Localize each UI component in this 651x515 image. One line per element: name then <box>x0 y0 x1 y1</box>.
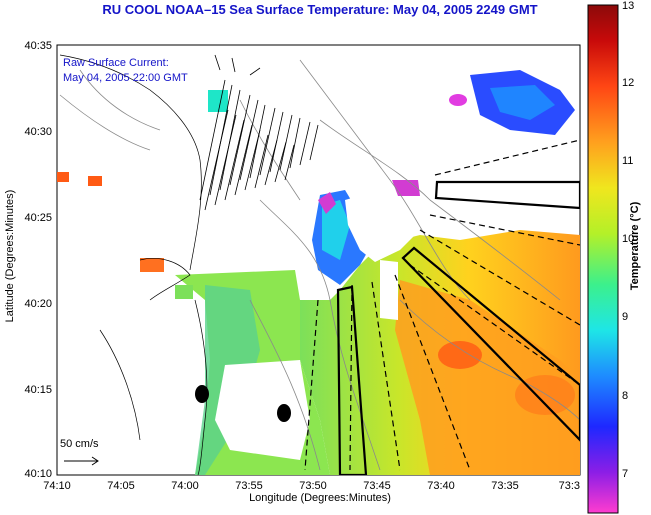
y-tick-label: 40:25 <box>24 212 52 224</box>
colorbar-tick: 8 <box>622 390 629 402</box>
chart-title: RU COOL NOAA–15 Sea Surface Temperature:… <box>102 2 538 17</box>
station-marker-1 <box>195 385 209 403</box>
sst-cold-inner <box>322 200 350 260</box>
x-tick-label: 74:10 <box>43 480 71 492</box>
current-overlay-line2: May 04, 2005 22:00 GMT <box>63 72 188 84</box>
scale-bar-label: 50 cm/s <box>60 438 99 450</box>
x-tick-label: 73:45 <box>363 480 391 492</box>
bathymetry-contours <box>59 59 580 471</box>
x-tick-label: 73:3 <box>558 480 580 492</box>
current-vectors <box>199 54 319 211</box>
sst-field-warm-core <box>395 280 580 475</box>
y-axis-title: Latitude (Degrees:Minutes) <box>4 189 16 323</box>
colorbar-tick: 9 <box>622 311 629 323</box>
cloud-mask-1 <box>345 190 420 262</box>
y-tick-label: 40:35 <box>24 40 52 52</box>
sst-speckle-4 <box>88 176 102 186</box>
colorbar-title: Temperature (°C) <box>629 201 641 291</box>
station-marker-2 <box>277 404 291 422</box>
coastline <box>59 54 208 475</box>
cloud-mask-2 <box>215 360 310 460</box>
current-overlay-line1: Raw Surface Current: <box>63 57 169 69</box>
x-tick-label: 73:50 <box>299 480 327 492</box>
y-tick-label: 40:10 <box>24 468 52 480</box>
x-tick-label: 73:40 <box>427 480 455 492</box>
x-tick-label: 73:35 <box>491 480 519 492</box>
colorbar-tick: 11 <box>622 155 634 167</box>
sector-solid-boxes <box>336 180 580 475</box>
y-tick-label: 40:15 <box>24 384 52 396</box>
sst-warm-eddy <box>438 341 482 369</box>
colorbar <box>587 4 619 514</box>
sst-speckle-1 <box>140 258 164 272</box>
colorbar-tick: 10 <box>622 233 635 245</box>
sst-ne-patch-inner <box>490 85 555 120</box>
y-tick-label: 40:30 <box>24 126 52 138</box>
sst-speckle-3 <box>57 172 69 182</box>
sector-dashed-lines <box>304 139 580 471</box>
x-axis-title: Longitude (Degrees:Minutes) <box>249 492 391 504</box>
y-tick-label: 40:20 <box>24 298 52 310</box>
x-tick-label: 74:05 <box>107 480 135 492</box>
colorbar-tick: 7 <box>622 468 629 480</box>
colorbar-tick: 13 <box>622 0 635 12</box>
sst-edge-patch <box>392 180 420 196</box>
sst-magenta-edge <box>318 192 336 214</box>
x-tick-label: 74:00 <box>171 480 199 492</box>
cloud-mask-3 <box>380 260 398 320</box>
sst-ne-magenta <box>449 94 467 106</box>
sst-speckle-2 <box>175 285 193 299</box>
sst-speckle-5 <box>208 90 228 112</box>
scale-arrow <box>64 456 99 466</box>
x-tick-label: 73:55 <box>235 480 263 492</box>
colorbar-tick: 12 <box>622 77 635 89</box>
